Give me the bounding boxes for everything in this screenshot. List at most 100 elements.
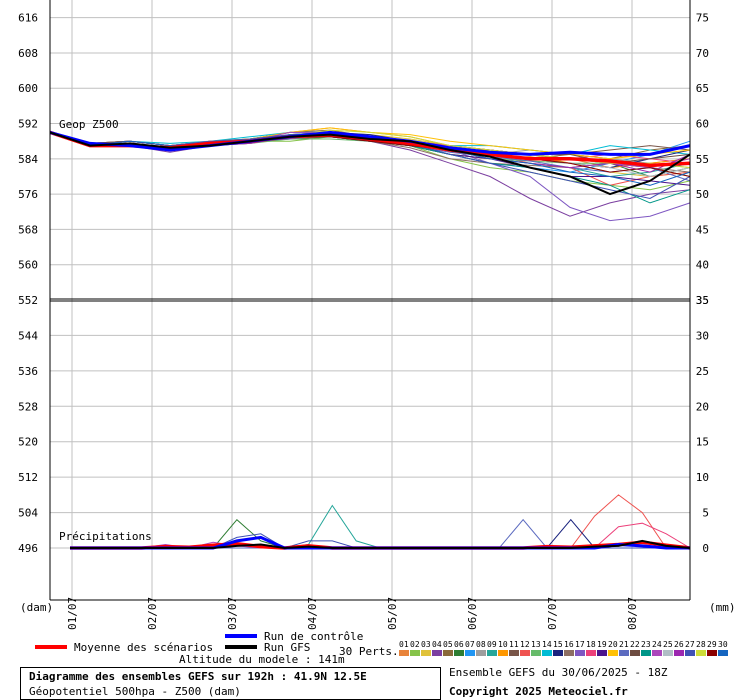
pert-swatch bbox=[652, 650, 662, 656]
pert-number: 26 bbox=[674, 640, 684, 649]
pert-number: 23 bbox=[641, 640, 651, 649]
pert-number: 13 bbox=[531, 640, 541, 649]
y-tick-right: 30 bbox=[696, 329, 709, 342]
pert-number: 29 bbox=[707, 640, 717, 649]
mm-unit-label: (mm) bbox=[709, 601, 736, 614]
pert-number: 20 bbox=[608, 640, 618, 649]
pert-legend: 01 02 03 04 05 06 07 08 09 10 11 12 13 14 15 16 17 18 19 20… bbox=[399, 640, 728, 656]
y-tick-left: 592 bbox=[18, 118, 38, 131]
pert-number: 08 bbox=[476, 640, 486, 649]
altitude-label: Altitude du modele : 141m bbox=[179, 653, 345, 666]
pert-swatch bbox=[575, 650, 585, 656]
pert-swatch bbox=[542, 650, 552, 656]
y-tick-left: 560 bbox=[18, 259, 38, 272]
pert-number: 09 bbox=[487, 640, 497, 649]
pert-swatch bbox=[641, 650, 651, 656]
pert-number: 18 bbox=[586, 640, 596, 649]
y-tick-right: 65 bbox=[696, 82, 709, 95]
x-tick-label: 08/07 bbox=[626, 597, 639, 630]
y-tick-right: 60 bbox=[696, 118, 709, 131]
x-tick-label: 05/07 bbox=[386, 597, 399, 630]
geop-series-line bbox=[49, 130, 691, 156]
pert-number: 07 bbox=[465, 640, 475, 649]
pert-swatch bbox=[630, 650, 640, 656]
dam-unit-label: (dam) bbox=[20, 601, 53, 614]
pert-number: 11 bbox=[509, 640, 519, 649]
pert-swatch bbox=[674, 650, 684, 656]
pert-number: 14 bbox=[542, 640, 552, 649]
y-tick-right: 35 bbox=[696, 294, 709, 307]
geop-series-group bbox=[49, 127, 691, 222]
y-tick-right: 20 bbox=[696, 400, 709, 413]
y-tick-left: 520 bbox=[18, 436, 38, 449]
pert-swatch bbox=[685, 650, 695, 656]
y-tick-right: 5 bbox=[702, 507, 709, 520]
footer-title-box: Diagramme des ensembles GEFS sur 192h : … bbox=[20, 667, 441, 700]
y-tick-left: 576 bbox=[18, 188, 38, 201]
pert-number: 24 bbox=[652, 640, 662, 649]
y-tick-right: 0 bbox=[702, 542, 709, 555]
y-tick-right: 75 bbox=[696, 12, 709, 25]
pert-number: 02 bbox=[410, 640, 420, 649]
pert-swatch bbox=[509, 650, 519, 656]
pert-swatch bbox=[410, 650, 420, 656]
pert-swatch bbox=[597, 650, 607, 656]
pert-swatch bbox=[619, 650, 629, 656]
y-tick-left: 552 bbox=[18, 294, 38, 307]
perts-label: 30 Perts. bbox=[339, 645, 399, 658]
y-tick-right: 45 bbox=[696, 223, 709, 236]
pert-number: 04 bbox=[432, 640, 442, 649]
pert-number: 30 bbox=[718, 640, 728, 649]
pert-number: 03 bbox=[421, 640, 431, 649]
pert-swatch bbox=[696, 650, 706, 656]
pert-swatch bbox=[553, 650, 563, 656]
pert-swatch bbox=[454, 650, 464, 656]
grid bbox=[50, 0, 690, 600]
x-tick-label: 06/07 bbox=[466, 597, 479, 630]
pert-number: 25 bbox=[663, 640, 673, 649]
precip-label: Précipitations bbox=[59, 530, 152, 543]
pert-number: 06 bbox=[454, 640, 464, 649]
y-tick-left: 496 bbox=[18, 542, 38, 555]
pert-number: 17 bbox=[575, 640, 585, 649]
pert-number: 05 bbox=[443, 640, 453, 649]
y-tick-left: 584 bbox=[18, 153, 38, 166]
x-tick-label: 02/07 bbox=[146, 597, 159, 630]
pert-number: 10 bbox=[498, 640, 508, 649]
y-tick-right: 35 bbox=[696, 294, 709, 307]
pert-swatch bbox=[564, 650, 574, 656]
pert-swatch bbox=[520, 650, 530, 656]
pert-number: 21 bbox=[619, 640, 629, 649]
y-tick-left: 536 bbox=[18, 365, 38, 378]
pert-number: 19 bbox=[597, 640, 607, 649]
geop-series-line bbox=[49, 131, 691, 196]
pert-swatch bbox=[663, 650, 673, 656]
pert-swatch bbox=[443, 650, 453, 656]
y-tick-right: 55 bbox=[696, 153, 709, 166]
axes: 01/07 02/07 03/07 04/07 05/07 06/07 07/07 08/07… bbox=[18, 0, 709, 630]
pert-swatch bbox=[498, 650, 508, 656]
x-tick-label: 07/07 bbox=[546, 597, 559, 630]
y-tick-right: 15 bbox=[696, 436, 709, 449]
y-tick-left: 544 bbox=[18, 329, 38, 342]
pert-swatch bbox=[586, 650, 596, 656]
pert-number: 16 bbox=[564, 640, 574, 649]
footer-title: Diagramme des ensembles GEFS sur 192h : … bbox=[29, 670, 367, 683]
pert-swatch bbox=[399, 650, 409, 656]
y-tick-right: 70 bbox=[696, 47, 709, 60]
pert-swatch bbox=[718, 650, 728, 656]
copyright-label: Copyright 2025 Meteociel.fr bbox=[449, 685, 628, 698]
pert-number: 28 bbox=[696, 640, 706, 649]
pert-swatch bbox=[608, 650, 618, 656]
legend-control-label: Run de contrôle bbox=[264, 630, 363, 643]
pert-swatch bbox=[421, 650, 431, 656]
pert-number: 12 bbox=[520, 640, 530, 649]
ensemble-run-label: Ensemble GEFS du 30/06/2025 - 18Z bbox=[449, 666, 668, 679]
precip-series-line bbox=[70, 494, 690, 549]
pert-swatch bbox=[465, 650, 475, 656]
precip-series-line bbox=[70, 539, 691, 550]
footer-subtitle: Géopotentiel 500hpa - Z500 (dam) bbox=[29, 685, 241, 698]
x-tick-label: 04/07 bbox=[306, 597, 319, 630]
y-tick-left: 568 bbox=[18, 223, 38, 236]
